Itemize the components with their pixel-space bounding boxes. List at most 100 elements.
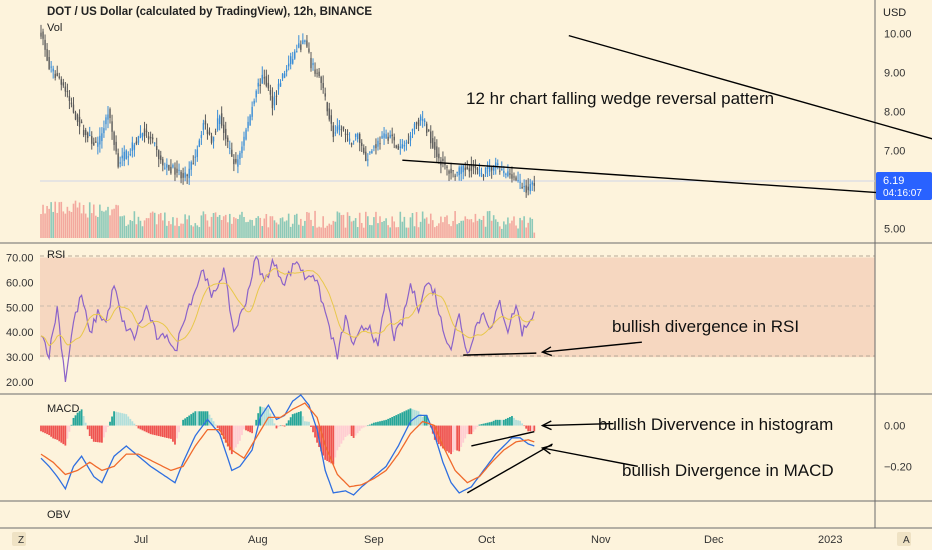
candle — [135, 137, 138, 146]
wedge-lower-line — [402, 159, 932, 197]
volume-bar — [383, 220, 385, 238]
candle — [237, 154, 239, 174]
candle-body — [529, 183, 531, 192]
volume-bar — [88, 202, 91, 238]
volume-bar — [121, 216, 123, 238]
volume-bar — [105, 210, 107, 238]
candle — [367, 153, 369, 167]
candle — [486, 161, 489, 177]
volume-bar — [267, 227, 270, 238]
volume-bar — [496, 221, 499, 238]
macd-histogram-bar — [230, 425, 233, 455]
volume-bar — [178, 226, 180, 238]
volume-bar — [68, 210, 71, 238]
candle — [125, 149, 127, 160]
volume-bar — [253, 225, 255, 238]
macd-histogram-bar — [247, 425, 249, 432]
candle-body — [223, 124, 225, 133]
bar-countdown: 04:16:07 — [883, 188, 922, 199]
candle-body — [336, 126, 339, 132]
candle-body — [176, 168, 178, 173]
volume-bar — [269, 216, 272, 238]
candle-body — [135, 141, 138, 145]
macd-histogram-bar — [273, 423, 276, 426]
candle — [117, 148, 119, 169]
macd-histogram-bar — [220, 425, 223, 436]
candle-body — [411, 128, 414, 131]
candle — [363, 144, 365, 155]
volume-bar — [281, 217, 284, 238]
candle-body — [444, 162, 446, 166]
macd-histogram-bar — [405, 410, 408, 426]
candle-body — [300, 44, 302, 50]
candle-body — [326, 102, 328, 112]
currency-label: USD — [883, 7, 906, 19]
candle-body — [52, 68, 54, 72]
volume-bar — [517, 228, 519, 238]
candle — [391, 127, 393, 144]
macd-histogram-bar — [338, 425, 341, 447]
macd-histogram-bar — [196, 411, 199, 426]
candle — [324, 87, 326, 101]
candle-body — [206, 129, 209, 135]
candle-body — [80, 121, 83, 124]
candle — [328, 102, 330, 122]
macd-histogram-bar — [423, 416, 426, 426]
macd-histogram-bar — [297, 411, 300, 426]
candle-body — [328, 108, 330, 120]
macd-histogram-bar — [442, 425, 444, 449]
candle-body — [48, 57, 50, 70]
candle-body — [470, 164, 473, 171]
volume-bar — [492, 215, 495, 238]
macd-histogram-bar — [366, 425, 369, 427]
volume-bar — [525, 227, 527, 238]
macd-histogram-bar — [476, 425, 479, 427]
candle-body — [314, 69, 316, 74]
candle — [519, 173, 521, 190]
macd-histogram-bar — [135, 425, 138, 427]
macd-histogram-bar — [176, 425, 178, 439]
candle-body — [533, 183, 535, 186]
volume-bar — [44, 213, 46, 238]
volume-bar — [182, 223, 184, 238]
candle — [423, 118, 426, 127]
candle-body — [82, 130, 85, 136]
candle — [156, 137, 158, 157]
macd-histogram-bar — [521, 423, 524, 426]
candle-body — [143, 128, 146, 136]
macd-histogram-bar — [304, 421, 306, 426]
macd-histogram-bar — [277, 425, 280, 427]
wedge-upper-line — [568, 34, 932, 140]
volume-bar — [405, 227, 408, 238]
signal-line — [40, 402, 535, 488]
volume-bar — [486, 211, 489, 238]
macd-histogram-bar — [182, 419, 184, 426]
macd-histogram-bar — [450, 425, 452, 455]
candle — [241, 141, 243, 158]
candle — [66, 83, 69, 98]
candle — [304, 39, 306, 45]
candle — [298, 35, 300, 49]
macd-histogram-bar — [101, 425, 103, 443]
macd-histogram-bar — [472, 425, 475, 432]
candle — [153, 142, 156, 147]
candle — [409, 131, 412, 147]
volume-bar — [186, 219, 188, 238]
volume-bar — [279, 218, 282, 238]
candle-body — [271, 95, 274, 109]
candle-body — [403, 144, 406, 147]
macd-histogram-bar — [529, 425, 532, 432]
volume-bar — [170, 224, 172, 238]
macd-histogram-bar — [237, 425, 239, 445]
macd-histogram-bar — [40, 425, 42, 432]
macd-axis-tick: −0.20 — [884, 461, 912, 473]
candle — [527, 178, 529, 196]
macd-histogram-bar — [70, 424, 73, 426]
candle-body — [417, 119, 420, 126]
candle-body — [156, 145, 158, 150]
volume-bar — [147, 218, 150, 238]
candle — [40, 24, 42, 40]
candle-body — [519, 181, 521, 183]
macd-histogram-bar — [527, 425, 530, 432]
